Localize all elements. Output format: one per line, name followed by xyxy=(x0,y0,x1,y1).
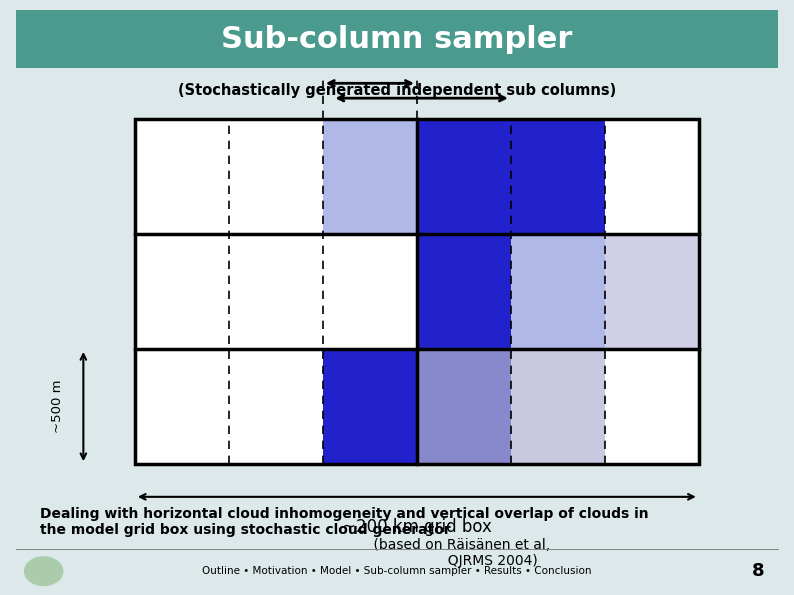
Bar xyxy=(135,119,699,464)
Bar xyxy=(417,349,511,464)
Bar xyxy=(135,119,229,234)
Text: Sub-column sampler: Sub-column sampler xyxy=(222,25,572,54)
Text: ~200 km grid box: ~200 km grid box xyxy=(342,518,491,536)
Text: ~500 m: ~500 m xyxy=(52,380,64,433)
Bar xyxy=(511,349,605,464)
Text: (based on Räisänen et al,
                  QJRMS 2004): (based on Räisänen et al, QJRMS 2004) xyxy=(369,538,550,568)
Bar xyxy=(16,10,778,68)
Bar xyxy=(135,234,229,349)
Bar xyxy=(323,349,417,464)
Bar xyxy=(229,349,323,464)
Bar xyxy=(605,234,699,349)
Bar xyxy=(323,119,417,234)
Bar xyxy=(417,234,511,349)
Circle shape xyxy=(25,557,63,585)
Bar xyxy=(229,119,323,234)
Bar xyxy=(323,234,417,349)
Text: Dealing with horizontal cloud inhomogeneity and vertical overlap of clouds in
th: Dealing with horizontal cloud inhomogene… xyxy=(40,507,649,537)
Bar xyxy=(511,234,605,349)
Text: (Stochastically generated independent sub columns): (Stochastically generated independent su… xyxy=(178,83,616,98)
Text: 8: 8 xyxy=(752,562,765,580)
Bar xyxy=(135,349,229,464)
Bar xyxy=(417,119,511,234)
Bar xyxy=(511,119,605,234)
Text: Outline • Motivation • Model • Sub-column sampler • Results • Conclusion: Outline • Motivation • Model • Sub-colum… xyxy=(202,566,592,576)
Bar xyxy=(605,349,699,464)
Bar xyxy=(229,234,323,349)
Bar xyxy=(605,119,699,234)
